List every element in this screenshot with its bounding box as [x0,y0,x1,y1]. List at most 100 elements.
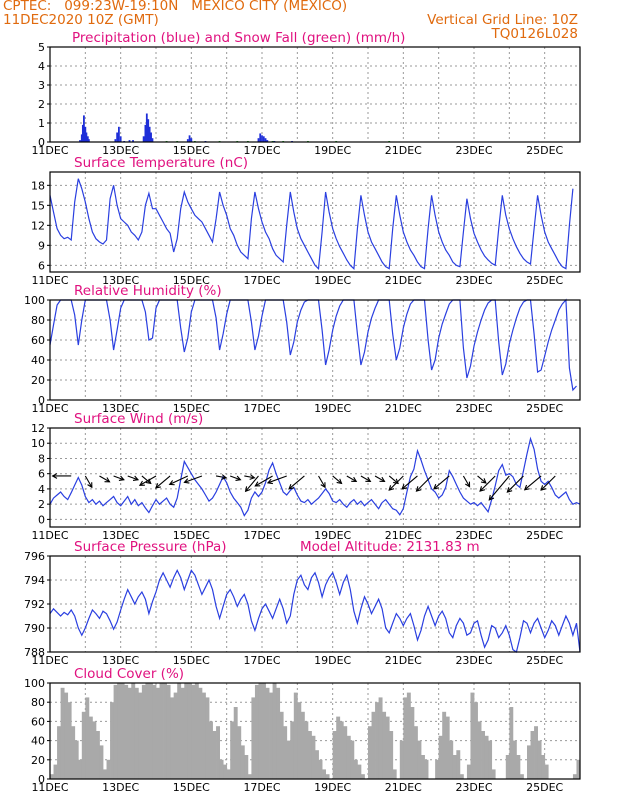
cloud-bar [198,687,203,779]
cloud-bar [184,683,189,779]
y-tick-label: 2 [38,98,45,111]
precip-bar [142,136,145,142]
x-tick-label: 21DEC [385,529,422,542]
header-date: 11DEC2020 10Z (GMT) [3,12,159,28]
wind-arrow-head [221,474,228,480]
cloud-bar [223,764,228,779]
cloud-bar [131,683,136,779]
temp-line [49,178,574,270]
cloud-bar [445,716,450,779]
cloud-bar [353,759,358,779]
precip-bar [190,138,193,142]
cloud-bar [187,683,192,779]
cloud-bar [173,692,178,779]
cloud-bar [88,716,93,779]
y-tick-label: 6 [38,468,45,481]
cloud-bar [145,683,150,779]
cloud-bar [311,735,316,779]
precip-bar [128,140,131,142]
cloud-bar [424,759,429,779]
wind-arrow-head [464,481,471,488]
wind-arrow-head [336,478,343,485]
cloud-bar [60,687,65,779]
y-tick-label: 9 [38,239,45,252]
wind-arrow-head [138,480,145,486]
x-tick-label: 17DEC [243,402,280,415]
cloud-bar [392,769,397,779]
precip-bar [84,126,87,142]
cloud-bar [304,721,309,779]
x-tick-label: 17DEC [243,144,280,157]
panel-title: Surface Wind (m/s) [74,411,203,427]
wind-arrow [346,475,357,482]
y-tick-label: 12 [31,219,45,232]
precip-bar [264,138,267,142]
x-tick-label: 23DEC [455,781,492,794]
cloud-bar [357,764,362,779]
cloud-bar [435,759,440,779]
cloud-bar [484,735,489,779]
x-tick-label: 15DEC [173,274,210,287]
cloud-bar [127,687,132,779]
wind-arrow [433,475,450,490]
y-tick-label: 0 [38,136,45,149]
y-tick-label: 60 [31,715,45,728]
precip-bar [132,140,134,142]
wind-arrow-head [104,477,111,483]
cloud-bar [262,683,266,779]
cloud-bar [470,692,475,779]
panel-frame [49,682,581,780]
cloud-bar [194,683,199,779]
cloud-bar [442,711,447,779]
cloud-bar [177,683,182,779]
cloud-bar [81,711,86,779]
wind-arrow [388,475,404,491]
y-tick-label: 15 [31,199,45,212]
cloud-bar [413,726,418,779]
cloud-bar [339,721,344,779]
cloud-bar [106,759,111,779]
cloud-bar [156,687,160,779]
cloud-bar [378,697,383,779]
cloud-bar [332,731,337,779]
cloud-bar [117,683,122,779]
cloud-bar [300,711,305,779]
precip-bar [86,136,89,142]
cloud-bar [438,735,443,779]
x-tick-label: 19DEC [314,781,351,794]
cloud-bar [456,750,461,779]
wind-arrow-head [87,482,93,489]
precip-bar [145,113,148,142]
cloud-bar [205,697,210,779]
wind-arrow-head [266,478,273,485]
wind-arrow-head [244,486,251,493]
y-tick-label: 20 [31,754,45,767]
cloud-bar [417,740,422,779]
x-tick-label: 21DEC [385,654,422,667]
wind-arrow [127,475,139,481]
y-tick-label: 788 [24,646,45,659]
cloud-bar [269,692,273,779]
wind-arrow-head [132,475,140,482]
y-tick-label: 100 [24,294,45,307]
wind-arrow [244,475,255,479]
cloud-bar [343,726,348,779]
cloud-bar [233,707,238,779]
panel-frame [49,299,581,401]
precip-bar [114,139,117,142]
cloud-bar [488,740,493,779]
panel-wind [47,427,581,528]
wind-arrow-head [168,480,175,486]
wind-arrow [267,475,287,484]
cloud-bar [293,692,298,779]
x-tick-label: 23DEC [455,144,492,157]
y-tick-label: 0 [38,773,45,786]
y-tick-label: 792 [24,598,45,611]
cloud-bar [67,702,72,779]
wind-arrow [540,475,556,491]
x-tick-label: 25DEC [526,402,563,415]
wind-arrow-head [540,485,547,491]
precip-bar [80,134,83,142]
cloud-bar [237,726,242,779]
